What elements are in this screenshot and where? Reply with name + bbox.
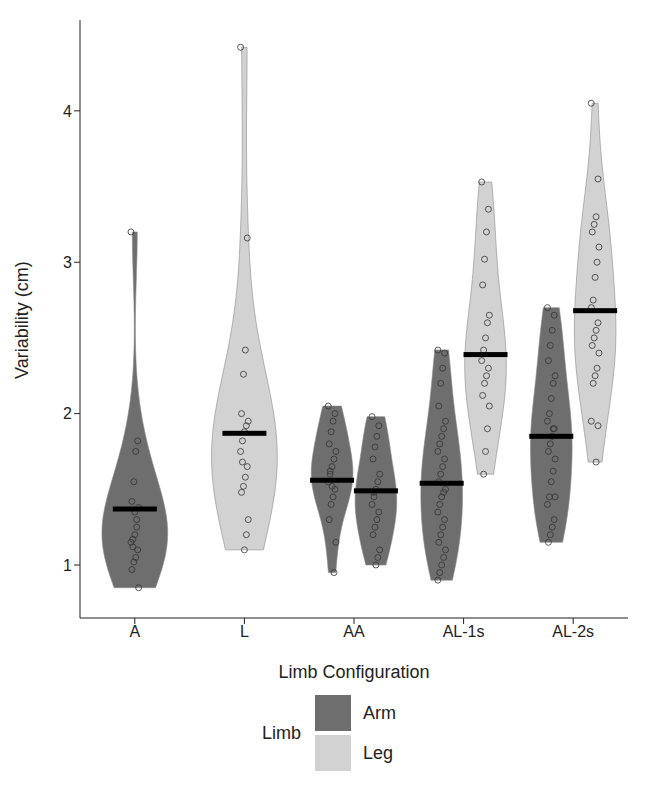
- svg-text:A: A: [129, 623, 140, 640]
- svg-text:2: 2: [63, 405, 72, 422]
- svg-text:AA: AA: [343, 623, 365, 640]
- svg-text:Variability (cm): Variability (cm): [12, 261, 32, 379]
- svg-text:L: L: [240, 623, 249, 640]
- svg-text:3: 3: [63, 254, 72, 271]
- html-text:Leg: Leg: [363, 742, 393, 763]
- svg-text:Limb Configuration: Limb Configuration: [278, 662, 429, 682]
- svg-text:AL-1s: AL-1s: [443, 623, 485, 640]
- svg-text:4: 4: [63, 103, 72, 120]
- html-text:Arm: Arm: [363, 702, 396, 723]
- svg-text:AL-2s: AL-2s: [552, 623, 594, 640]
- html-text:Limb: Limb: [262, 722, 301, 743]
- svg-text:1: 1: [63, 557, 72, 574]
